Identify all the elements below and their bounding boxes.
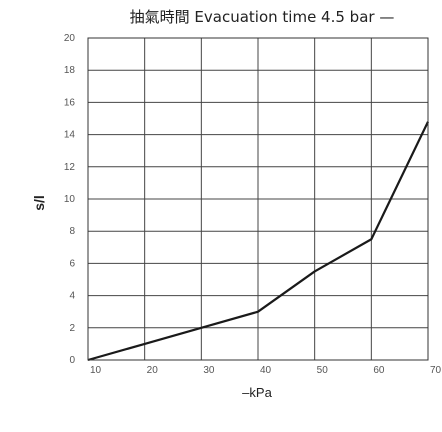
- x-tick-label: 30: [203, 365, 215, 376]
- y-tick-label: 6: [69, 258, 75, 269]
- x-tick-label: 10: [90, 365, 102, 376]
- x-tick-label: 50: [317, 365, 329, 376]
- series-layer: [87, 121, 429, 362]
- x-axis-label: –kPa: [242, 385, 272, 400]
- x-tick-label: 40: [260, 365, 272, 376]
- x-tick-label: 70: [430, 365, 442, 376]
- chart-title: 抽氣時間 Evacuation time 4.5 bar —: [130, 8, 395, 26]
- y-axis-ticks: 0 2 4 6 8 10 12 14 16 18 20: [64, 33, 76, 366]
- x-tick-label: 20: [147, 365, 159, 376]
- y-tick-label: 4: [69, 291, 75, 302]
- y-tick-label: 16: [64, 97, 76, 108]
- y-tick-label: 12: [64, 162, 76, 173]
- x-tick-label: 60: [373, 365, 385, 376]
- y-tick-label: 2: [69, 323, 75, 334]
- y-tick-label: 10: [64, 194, 76, 205]
- plot-frame: [87, 37, 429, 361]
- y-tick-label: 20: [64, 33, 76, 44]
- y-tick-label: 14: [64, 130, 76, 141]
- y-tick-label: 0: [69, 355, 75, 366]
- y-tick-label: 18: [64, 65, 76, 76]
- y-axis-label: s/l: [31, 195, 47, 211]
- series-line-0: [87, 121, 429, 362]
- x-axis-ticks: 10 20 30 40 50 60 70: [90, 365, 442, 376]
- y-tick-label: 8: [69, 226, 75, 237]
